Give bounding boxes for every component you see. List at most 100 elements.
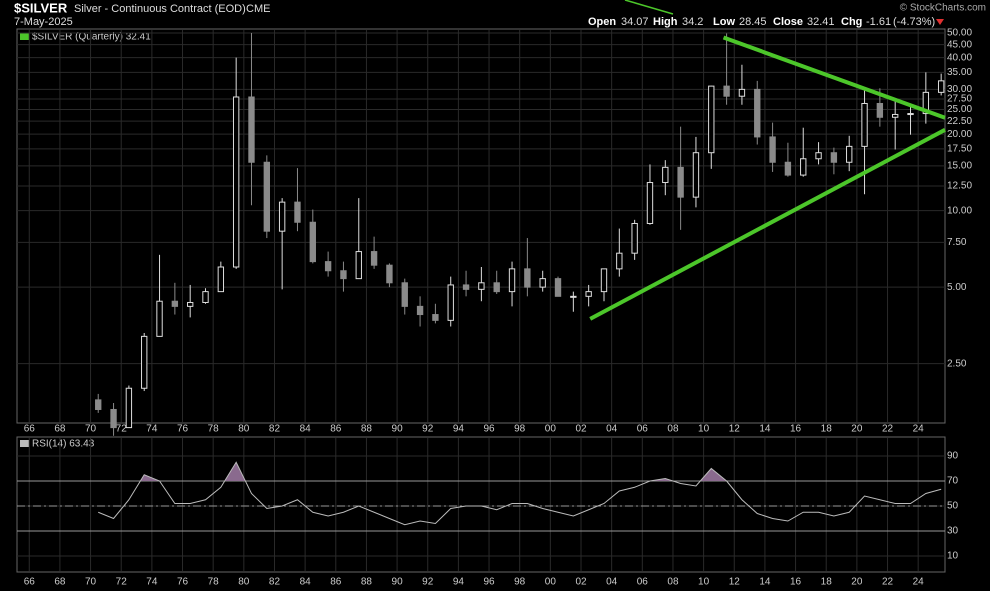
candle-body (401, 282, 408, 307)
y-tick-label: 7.50 (947, 237, 967, 248)
candle-body (846, 145, 853, 163)
y-tick-label: 15.00 (947, 161, 972, 172)
y-tick-label: 40.00 (947, 52, 972, 63)
candle-body (708, 85, 715, 154)
candle-body (662, 166, 669, 184)
x-tick-label: 88 (361, 577, 373, 588)
x-tick-label: 72 (116, 424, 128, 435)
x-tick-label: 06 (637, 424, 649, 435)
x-tick-label: 14 (759, 424, 771, 435)
x-tick-label: 66 (24, 424, 36, 435)
y-tick-label: 35.00 (947, 67, 972, 78)
high-value: 34.2 (682, 16, 703, 28)
high-label: High (653, 16, 678, 28)
x-tick-label: 94 (453, 424, 465, 435)
candle-body (922, 91, 930, 115)
candle-body (861, 102, 868, 147)
candle-body (937, 80, 945, 93)
x-tick-label: 76 (177, 577, 189, 588)
candle-body (907, 113, 914, 116)
x-tick-label: 68 (54, 577, 66, 588)
x-tick-label: 92 (422, 424, 434, 435)
rsi-legend: RSI(14) 63.43 (32, 439, 95, 450)
candle-body (830, 152, 838, 163)
candle-body (554, 278, 562, 297)
x-tick-label: 76 (177, 424, 189, 435)
symbol: $SILVER (14, 0, 68, 15)
candle-body (340, 270, 347, 280)
candle-body (508, 268, 516, 293)
open-label: Open (588, 16, 616, 28)
x-tick-label: 90 (392, 424, 404, 435)
y-tick-label: 50 (947, 501, 959, 512)
legend-swatch (20, 33, 29, 40)
x-tick-label: 82 (269, 424, 281, 435)
candle-body (355, 251, 362, 280)
candle-body (202, 291, 209, 303)
y-tick-label: 30.00 (947, 84, 972, 95)
x-tick-label: 70 (85, 577, 97, 588)
x-tick-label: 10 (698, 577, 710, 588)
description: Silver - Continuous Contract (EOD) (74, 3, 246, 15)
x-tick-label: 78 (208, 577, 220, 588)
candle-body (432, 314, 439, 321)
candle-body (141, 335, 148, 389)
x-tick-label: 02 (575, 577, 587, 588)
candle-body (692, 152, 700, 198)
credit: © StockCharts.com (900, 3, 986, 14)
candle-body (631, 222, 638, 254)
y-tick-label: 2.50 (947, 358, 967, 369)
date: 7-May-2025 (14, 16, 73, 28)
y-tick-label: 12.50 (947, 181, 972, 192)
x-tick-label: 68 (54, 424, 66, 435)
change-label: Chg (841, 16, 862, 28)
candle-body (294, 201, 301, 223)
x-tick-label: 00 (545, 577, 557, 588)
x-tick-label: 98 (514, 424, 526, 435)
x-tick-label: 18 (821, 577, 833, 588)
x-tick-label: 22 (882, 577, 894, 588)
x-tick-label: 66 (24, 577, 36, 588)
x-tick-label: 24 (913, 577, 925, 588)
candle-body (110, 408, 117, 429)
y-tick-label: 70 (947, 476, 959, 487)
stray-line (624, 0, 674, 15)
x-tick-label: 86 (330, 424, 342, 435)
candle-body (278, 201, 286, 232)
candle-body (478, 282, 485, 290)
candle-body (416, 305, 424, 316)
x-tick-label: 04 (606, 424, 618, 435)
x-tick-label: 10 (698, 424, 710, 435)
x-tick-label: 74 (146, 424, 158, 435)
x-tick-label: 74 (146, 577, 158, 588)
close-label: Close (773, 16, 803, 28)
candle-body (539, 278, 546, 288)
candle-body (800, 158, 807, 176)
candle-body (677, 166, 684, 198)
y-tick-label: 25.00 (947, 104, 972, 115)
close-value: 32.41 (807, 16, 835, 28)
rsi-frame (16, 436, 946, 573)
x-tick-label: 20 (851, 577, 863, 588)
down-arrow (936, 19, 944, 25)
x-tick-label: 82 (269, 577, 281, 588)
x-tick-label: 18 (821, 424, 833, 435)
legend: $SILVER (Quarterly) 32.41 (32, 32, 151, 43)
x-tick-label: 94 (453, 577, 465, 588)
x-tick-label: 12 (729, 424, 741, 435)
candle-body (95, 399, 102, 410)
candle-body (493, 282, 500, 293)
candle-body (769, 136, 776, 163)
candle-body (600, 268, 608, 293)
x-tick-label: 70 (85, 424, 97, 435)
x-tick-label: 90 (392, 577, 404, 588)
candle-body (171, 300, 179, 307)
candle-body (125, 387, 133, 429)
x-tick-label: 22 (882, 424, 894, 435)
y-tick-label: 22.50 (947, 116, 972, 127)
candle-body (324, 261, 332, 272)
x-tick-label: 02 (575, 424, 587, 435)
y-tick-label: 17.50 (947, 144, 972, 155)
